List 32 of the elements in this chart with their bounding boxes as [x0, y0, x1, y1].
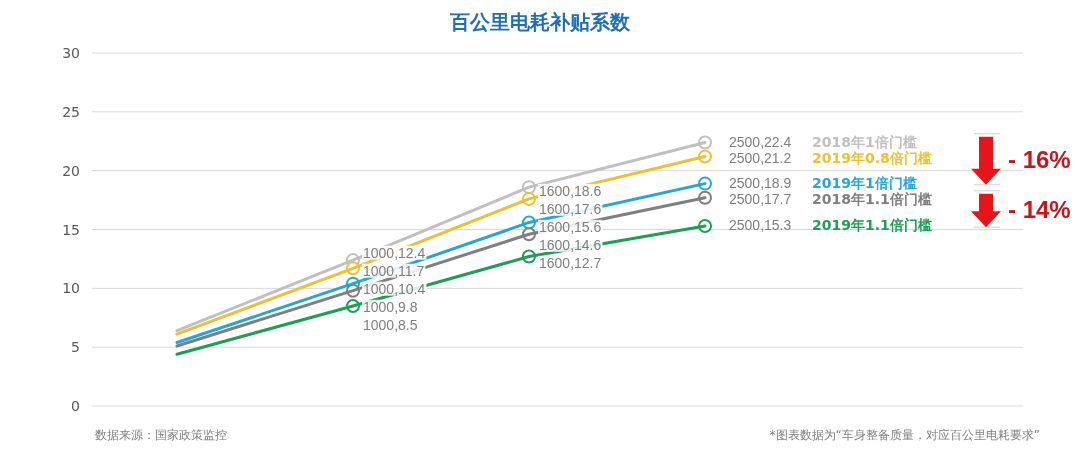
- text: - 16%: [1008, 146, 1071, 174]
- text: 2019年1倍门槛: [812, 174, 917, 191]
- data-label: 1600,14.6: [539, 236, 602, 253]
- y-tick-label: 30: [62, 45, 80, 61]
- data-label: 1600,12.7: [539, 254, 602, 271]
- data-label: 2500,17.7: [729, 190, 792, 207]
- text: 2018年1倍门槛: [812, 133, 917, 150]
- text: 2019年1.1倍门槛: [812, 217, 932, 234]
- text: - 14%: [1008, 196, 1071, 224]
- data-label: 1600,15.6: [539, 218, 602, 235]
- y-tick-label: 5: [71, 339, 80, 356]
- data-label: 1000,12.4: [363, 244, 426, 261]
- data-label: 2500,18.9: [729, 174, 792, 191]
- text: 2018年1.1倍门槛: [812, 190, 932, 207]
- data-label: 2500,21.2: [729, 149, 792, 166]
- y-tick-label: 10: [62, 280, 80, 297]
- data-label: 1000,10.4: [363, 280, 426, 297]
- y-tick-label: 25: [62, 103, 80, 120]
- y-tick-label: 20: [62, 162, 80, 179]
- source-note: 数据来源：国家政策监控: [95, 428, 227, 442]
- data-label: 1600,17.6: [539, 200, 602, 217]
- data-label: 1000,9.8: [363, 298, 418, 315]
- data-label: 1000,8.5: [363, 316, 418, 333]
- data-label: 2500,15.3: [729, 217, 792, 234]
- data-label: 2500,22.4: [729, 133, 792, 150]
- y-tick-label: 15: [62, 221, 80, 238]
- chart-title: 百公里电耗补贴系数: [449, 10, 631, 34]
- text: *图表数据为“车身整备质量，对应百公里电耗要求”: [769, 428, 1040, 442]
- text: 2019年0.8倍门槛: [812, 149, 932, 166]
- data-label: 1000,11.7: [363, 262, 425, 279]
- y-tick-label: 0: [71, 398, 80, 414]
- data-label: 1600,18.6: [539, 182, 602, 199]
